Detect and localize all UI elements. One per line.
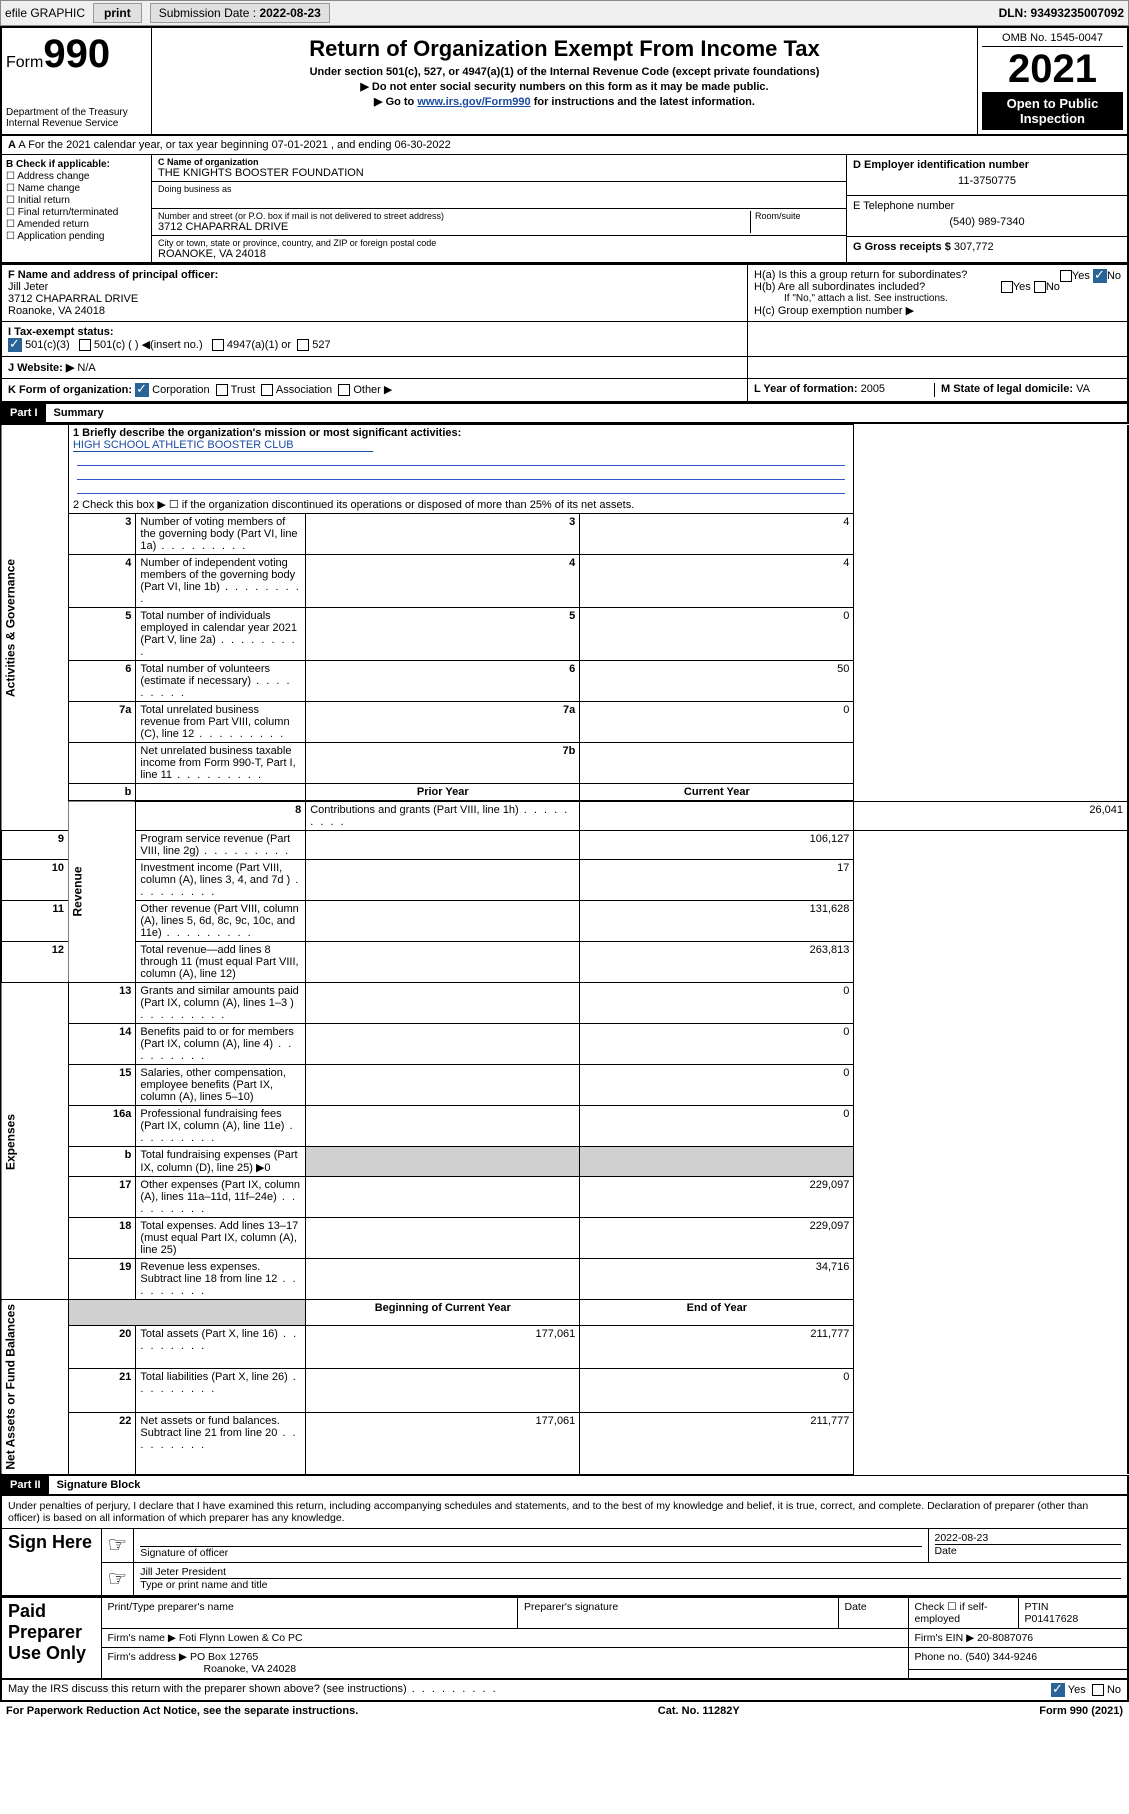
table-row: 4Number of independent voting members of… bbox=[1, 555, 1128, 608]
entity-info-grid: B Check if applicable: ☐ Address change … bbox=[0, 154, 1129, 264]
table-row: 9Program service revenue (Part VIII, lin… bbox=[1, 831, 1128, 860]
table-row: 22Net assets or fund balances. Subtract … bbox=[1, 1413, 1128, 1475]
instructions-link[interactable]: www.irs.gov/Form990 bbox=[417, 96, 530, 108]
city-state-zip: ROANOKE, VA 24018 bbox=[158, 248, 840, 260]
telephone: (540) 989-7340 bbox=[853, 212, 1121, 232]
gross-receipts: 307,772 bbox=[954, 241, 994, 253]
org-name: THE KNIGHTS BOOSTER FOUNDATION bbox=[158, 167, 840, 179]
efile-label: efile GRAPHIC bbox=[5, 6, 85, 20]
tax-year: 2021 bbox=[982, 47, 1123, 92]
table-row: 16aProfessional fundraising fees (Part I… bbox=[1, 1106, 1128, 1147]
table-row: 17Other expenses (Part IX, column (A), l… bbox=[1, 1177, 1128, 1218]
table-row: bTotal fundraising expenses (Part IX, co… bbox=[1, 1147, 1128, 1177]
firm-address: PO Box 12765 bbox=[190, 1651, 258, 1663]
table-row: 14Benefits paid to or for members (Part … bbox=[1, 1024, 1128, 1065]
subtitle-1: Under section 501(c), 527, or 4947(a)(1)… bbox=[156, 66, 973, 78]
side-expenses: Expenses bbox=[1, 983, 68, 1300]
discuss-yes-checkbox bbox=[1051, 1683, 1065, 1697]
state-domicile: VA bbox=[1076, 383, 1090, 395]
table-row: 18Total expenses. Add lines 13–17 (must … bbox=[1, 1218, 1128, 1259]
subtitle-2: ▶ Do not enter social security numbers o… bbox=[156, 80, 973, 93]
website-row: J Website: ▶ N/A bbox=[0, 356, 1129, 378]
table-row: 7aTotal unrelated business revenue from … bbox=[1, 702, 1128, 743]
ein: 11-3750775 bbox=[853, 171, 1121, 191]
summary-table: Activities & Governance 1 Briefly descri… bbox=[0, 424, 1129, 1475]
dln: DLN: 93493235007092 bbox=[999, 6, 1124, 20]
table-row: 15Salaries, other compensation, employee… bbox=[1, 1065, 1128, 1106]
side-activities-governance: Activities & Governance bbox=[1, 425, 68, 831]
table-row: Net unrelated business taxable income fr… bbox=[1, 743, 1128, 784]
part-2-bar: Part II Signature Block bbox=[0, 1475, 1129, 1496]
table-row: 3Number of voting members of the governi… bbox=[1, 514, 1128, 555]
table-row: 20Total assets (Part X, line 16)177,0612… bbox=[1, 1325, 1128, 1369]
top-toolbar: efile GRAPHIC print Submission Date : 20… bbox=[0, 0, 1129, 26]
tax-status-row: I Tax-exempt status: 501(c)(3) 501(c) ( … bbox=[0, 321, 1129, 356]
side-net-assets: Net Assets or Fund Balances bbox=[1, 1300, 68, 1475]
year-formation: 2005 bbox=[861, 383, 885, 395]
officer-h-row: F Name and address of principal officer:… bbox=[0, 264, 1129, 321]
subtitle-3: ▶ Go to www.irs.gov/Form990 for instruct… bbox=[156, 95, 973, 108]
form-title: Return of Organization Exempt From Incom… bbox=[156, 36, 973, 62]
firm-name: Foti Flynn Lowen & Co PC bbox=[179, 1632, 303, 1644]
firm-ein: 20-8087076 bbox=[977, 1632, 1033, 1644]
open-public-badge: Open to Public Inspection bbox=[982, 92, 1123, 130]
table-row: 6Total number of volunteers (estimate if… bbox=[1, 661, 1128, 702]
part-1-bar: Part I Summary bbox=[0, 403, 1129, 424]
sign-date: 2022-08-23 bbox=[935, 1532, 1122, 1544]
irs-label: Internal Revenue Service bbox=[6, 118, 147, 129]
declaration-text: Under penalties of perjury, I declare th… bbox=[0, 1496, 1129, 1528]
street-address: 3712 CHAPARRAL DRIVE bbox=[158, 221, 750, 233]
website-value: N/A bbox=[77, 362, 95, 374]
omb-number: OMB No. 1545-0047 bbox=[982, 32, 1123, 47]
table-row: 21Total liabilities (Part X, line 26)0 bbox=[1, 1369, 1128, 1413]
box-b-checklist: B Check if applicable: ☐ Address change … bbox=[2, 155, 152, 262]
table-row: 10Investment income (Part VIII, column (… bbox=[1, 860, 1128, 901]
table-row: 19Revenue less expenses. Subtract line 1… bbox=[1, 1259, 1128, 1300]
dept-treasury: Department of the Treasury bbox=[6, 107, 147, 118]
form-org-row: K Form of organization: Corporation Trus… bbox=[0, 378, 1129, 403]
sign-here-table: Sign Here ☞ Signature of officer 2022-08… bbox=[0, 1528, 1129, 1597]
submission-date: Submission Date : 2022-08-23 bbox=[150, 3, 330, 23]
ha-no-checkbox bbox=[1093, 269, 1107, 283]
print-button[interactable]: print bbox=[93, 3, 142, 23]
page-footer: For Paperwork Reduction Act Notice, see … bbox=[0, 1702, 1129, 1720]
preparer-phone: (540) 344-9246 bbox=[965, 1651, 1037, 1663]
mission-text: HIGH SCHOOL ATHLETIC BOOSTER CLUB bbox=[73, 439, 373, 452]
table-row: 5Total number of individuals employed in… bbox=[1, 608, 1128, 661]
side-revenue: Revenue bbox=[68, 801, 135, 983]
officer-name: Jill Jeter bbox=[8, 281, 48, 293]
corporation-checkbox bbox=[135, 383, 149, 397]
table-row: 12Total revenue—add lines 8 through 11 (… bbox=[1, 942, 1128, 983]
form-header: Form990 Department of the Treasury Inter… bbox=[0, 26, 1129, 136]
table-row: 11Other revenue (Part VIII, column (A), … bbox=[1, 901, 1128, 942]
ptin: P01417628 bbox=[1025, 1613, 1079, 1625]
501c3-checkbox bbox=[8, 338, 22, 352]
discuss-row: May the IRS discuss this return with the… bbox=[0, 1680, 1129, 1702]
paid-preparer-table: Paid Preparer Use Only Print/Type prepar… bbox=[0, 1597, 1129, 1680]
row-a-tax-year: A A For the 2021 calendar year, or tax y… bbox=[0, 136, 1129, 154]
officer-name-title: Jill Jeter President bbox=[140, 1566, 1121, 1578]
